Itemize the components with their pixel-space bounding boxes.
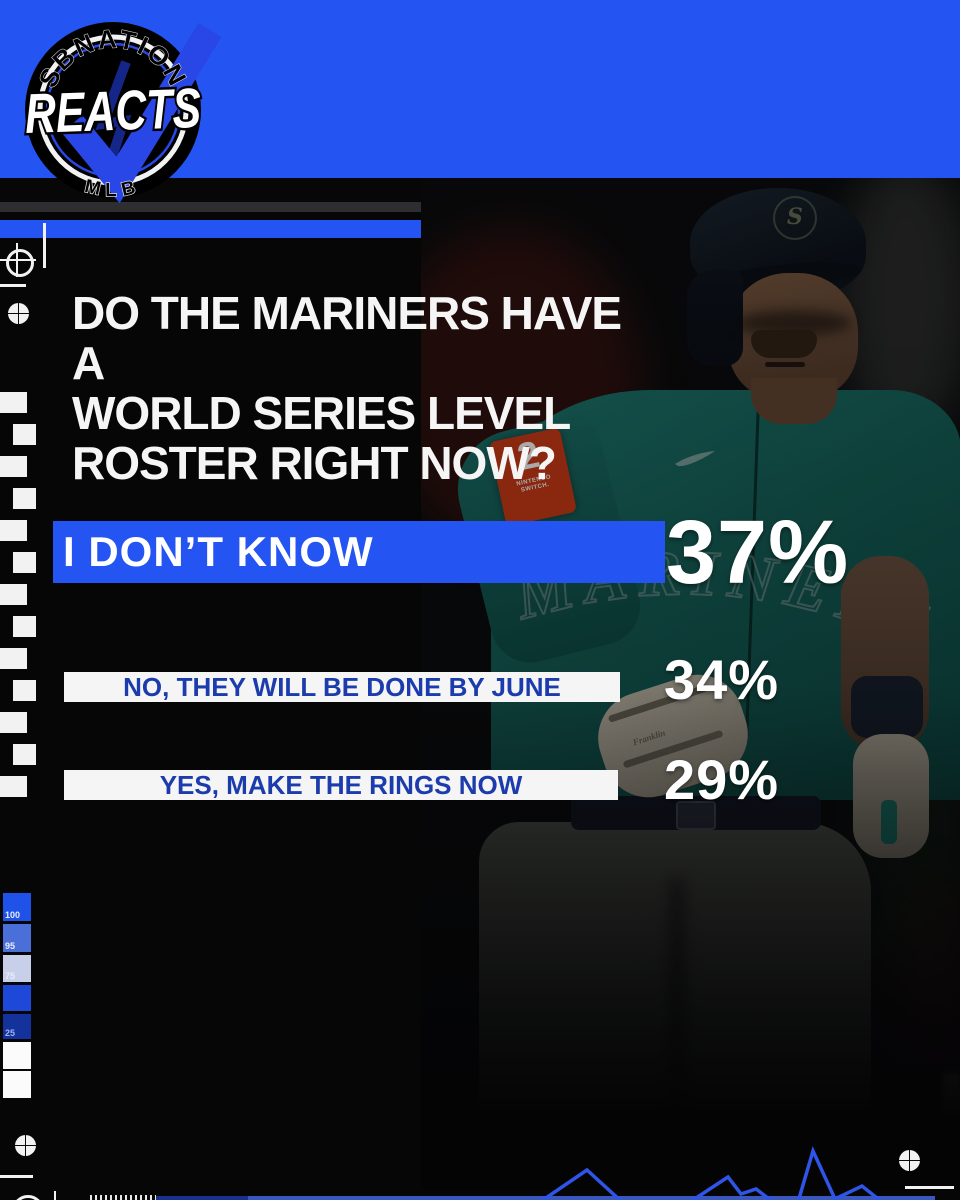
glove-brand-text: Franklin: [631, 727, 667, 748]
quartered-circle-icon: [899, 1150, 920, 1171]
question-line3: ROSTER RIGHT NOW?: [72, 437, 557, 489]
mariners-helmet-logo: S: [773, 196, 817, 240]
scale-block-75: 75: [3, 955, 31, 982]
tick-line: [43, 223, 46, 268]
lightning-bolt-icon: [95, 60, 132, 174]
header-blue-stripe: [0, 220, 421, 238]
scale-block-95: 95: [3, 924, 31, 952]
helmet-earflap: [687, 270, 743, 366]
scale-label: 75: [5, 971, 16, 981]
scale-block: [3, 985, 31, 1011]
scale-block-25: 25: [3, 1014, 31, 1039]
result-value-2: 34%: [664, 648, 780, 711]
quartered-circle-icon: [15, 1135, 36, 1156]
batting-helmet: [690, 188, 866, 298]
photo-green-blur: [861, 718, 960, 998]
tick-barcode: [90, 1195, 156, 1200]
helmet-brim: [715, 257, 863, 295]
scale-block: [3, 1071, 31, 1098]
question-line2: WORLD SERIES LEVEL: [72, 387, 571, 439]
scale-block: [3, 1042, 31, 1069]
face-shadow: [736, 310, 852, 336]
result-bar-1: I DON’T KNOW: [53, 521, 665, 583]
result-value-1: 37%: [666, 503, 850, 603]
scale-label: 95: [5, 941, 16, 951]
bottom-bar-navy: [156, 1196, 248, 1200]
checkmark-icon: [61, 22, 222, 204]
pants: [479, 822, 871, 1190]
ladder-stripes-right: [13, 424, 36, 766]
nike-swoosh-icon: [675, 451, 715, 467]
neck: [751, 378, 837, 424]
scale-label: 100: [5, 910, 21, 920]
bottom-bar-blue: [248, 1196, 935, 1200]
divider-line: [905, 1186, 954, 1189]
tick-line: [54, 1191, 56, 1200]
result-bar-3: YES, MAKE THE RINGS NOW: [64, 770, 618, 800]
photo-gray-streak: [841, 178, 960, 438]
result-label-1: I DON’T KNOW: [63, 528, 374, 575]
divider-line: [0, 284, 26, 287]
player-face: [728, 273, 858, 401]
result-label-3: YES, MAKE THE RINGS NOW: [159, 770, 523, 800]
scale-label: 25: [5, 1028, 16, 1038]
wristband: [851, 676, 923, 738]
result-label-2: NO, THEY WILL BE DONE BY JUNE: [123, 672, 561, 702]
result-value-3: 29%: [664, 748, 780, 811]
logo-reacts-text: REACTS: [24, 76, 202, 145]
left-arm: [841, 556, 929, 751]
mouth: [765, 362, 805, 367]
quartered-circle-icon: [8, 303, 29, 324]
mustache: [751, 330, 817, 358]
poll-question: DO THE MARINERS HAVE A WORLD SERIES LEVE…: [72, 288, 632, 488]
crosshair-ring-icon: [6, 249, 34, 277]
photo-red-blur: [891, 878, 960, 1098]
sparkline: [539, 1146, 883, 1200]
background-bat-sliver: [943, 1073, 960, 1143]
question-line1: DO THE MARINERS HAVE A: [72, 287, 622, 389]
crosshair-ring-icon: [12, 1195, 44, 1200]
sbnation-reacts-logo: SBNATION REACTS MLB: [21, 22, 222, 204]
divider-line: [0, 1175, 33, 1178]
result-bar-2: NO, THEY WILL BE DONE BY JUNE: [64, 672, 620, 702]
left-hand-glove: [853, 734, 929, 858]
player-photo: 2 NINTENDO SWITCH. MARINERS S: [421, 178, 960, 1190]
scale-block-100: 100: [3, 893, 31, 921]
